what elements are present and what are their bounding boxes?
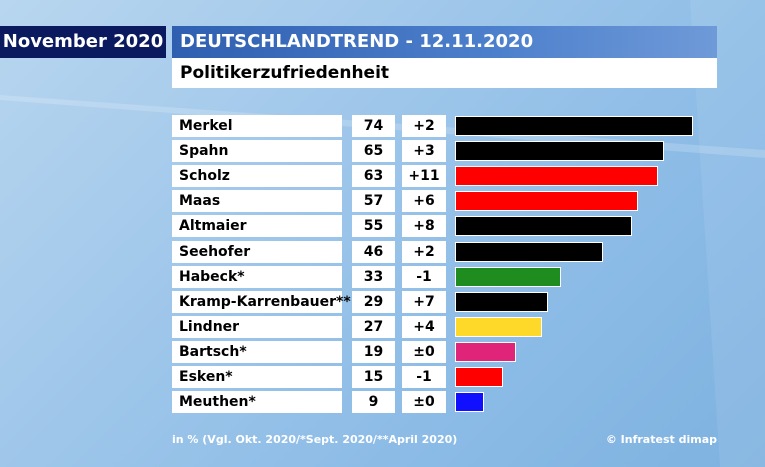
bar: [455, 317, 542, 337]
bar: [455, 242, 603, 262]
bar: [455, 141, 664, 161]
change-label: ±0: [402, 341, 446, 363]
category-label: Maas: [172, 190, 342, 212]
category-label: Spahn: [172, 140, 342, 162]
change-label: +8: [402, 215, 446, 237]
bar: [455, 367, 503, 387]
change-label: +4: [402, 316, 446, 338]
category-label: Scholz: [172, 165, 342, 187]
change-label: -1: [402, 366, 446, 388]
month-badge: November 2020: [0, 26, 166, 58]
bar: [455, 191, 638, 211]
chart-subtitle: Politikerzufriedenheit: [172, 58, 717, 88]
category-label: Habeck*: [172, 266, 342, 288]
change-label: -1: [402, 266, 446, 288]
change-label: ±0: [402, 391, 446, 413]
category-label: Seehofer: [172, 241, 342, 263]
change-label: +2: [402, 115, 446, 137]
value-label: 9: [352, 391, 395, 413]
change-label: +6: [402, 190, 446, 212]
value-label: 15: [352, 366, 395, 388]
value-label: 27: [352, 316, 395, 338]
value-label: 29: [352, 291, 395, 313]
bar: [455, 292, 548, 312]
source-credit: © Infratest dimap: [605, 433, 717, 446]
change-label: +3: [402, 140, 446, 162]
value-label: 63: [352, 165, 395, 187]
bar: [455, 392, 484, 412]
footnote: in % (Vgl. Okt. 2020/*Sept. 2020/**April…: [172, 433, 458, 446]
value-label: 65: [352, 140, 395, 162]
change-label: +7: [402, 291, 446, 313]
value-label: 55: [352, 215, 395, 237]
bar: [455, 267, 561, 287]
change-label: +2: [402, 241, 446, 263]
category-label: Bartsch*: [172, 341, 342, 363]
category-label: Merkel: [172, 115, 342, 137]
value-label: 57: [352, 190, 395, 212]
bar: [455, 116, 693, 136]
bar: [455, 166, 658, 186]
category-label: Kramp-Karrenbauer**: [172, 291, 351, 313]
bar: [455, 342, 516, 362]
change-label: +11: [402, 165, 446, 187]
value-label: 46: [352, 241, 395, 263]
category-label: Lindner: [172, 316, 342, 338]
value-label: 74: [352, 115, 395, 137]
value-label: 33: [352, 266, 395, 288]
category-label: Altmaier: [172, 215, 342, 237]
category-label: Esken*: [172, 366, 342, 388]
category-label: Meuthen*: [172, 391, 342, 413]
value-label: 19: [352, 341, 395, 363]
headline-title: DEUTSCHLANDTREND - 12.11.2020: [172, 26, 717, 58]
bar: [455, 216, 632, 236]
